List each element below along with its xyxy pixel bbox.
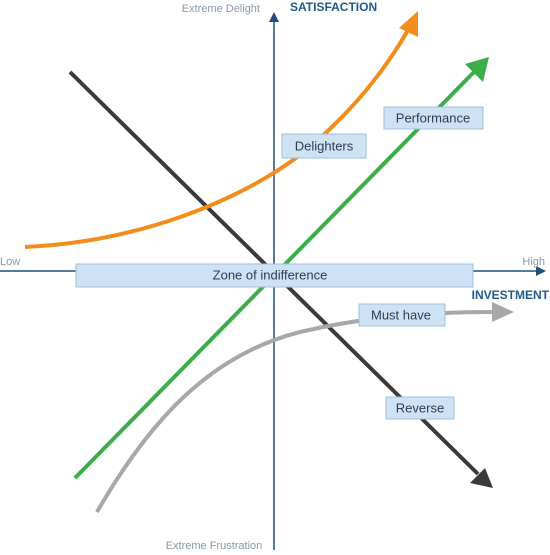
must-have-box xyxy=(358,303,446,327)
performance-arrow xyxy=(465,57,489,82)
delighters-box xyxy=(281,133,367,159)
x-right-label: High xyxy=(522,256,545,268)
indifference-label: Zone of indifference xyxy=(213,267,328,282)
y-top-label: Extreme Delight xyxy=(182,3,260,15)
must-have-label: Must have xyxy=(371,307,431,322)
y-axis-title: SATISFACTION xyxy=(290,0,377,14)
delighters-curve xyxy=(24,29,410,249)
reverse-box xyxy=(385,396,455,420)
must-have-arrow xyxy=(492,302,514,322)
performance-box xyxy=(383,106,484,130)
delighters-arrow xyxy=(399,11,418,37)
delighters-label: Delighters xyxy=(295,138,354,153)
x-left-label: Low xyxy=(0,256,20,268)
reverse-arrow xyxy=(470,468,493,488)
performance-label: Performance xyxy=(396,110,470,125)
reverse-label: Reverse xyxy=(396,400,444,415)
x-axis-title: INVESTMENT xyxy=(472,288,550,302)
indifference-box xyxy=(75,263,474,288)
y-bottom-label: Extreme Frustration xyxy=(166,540,263,550)
